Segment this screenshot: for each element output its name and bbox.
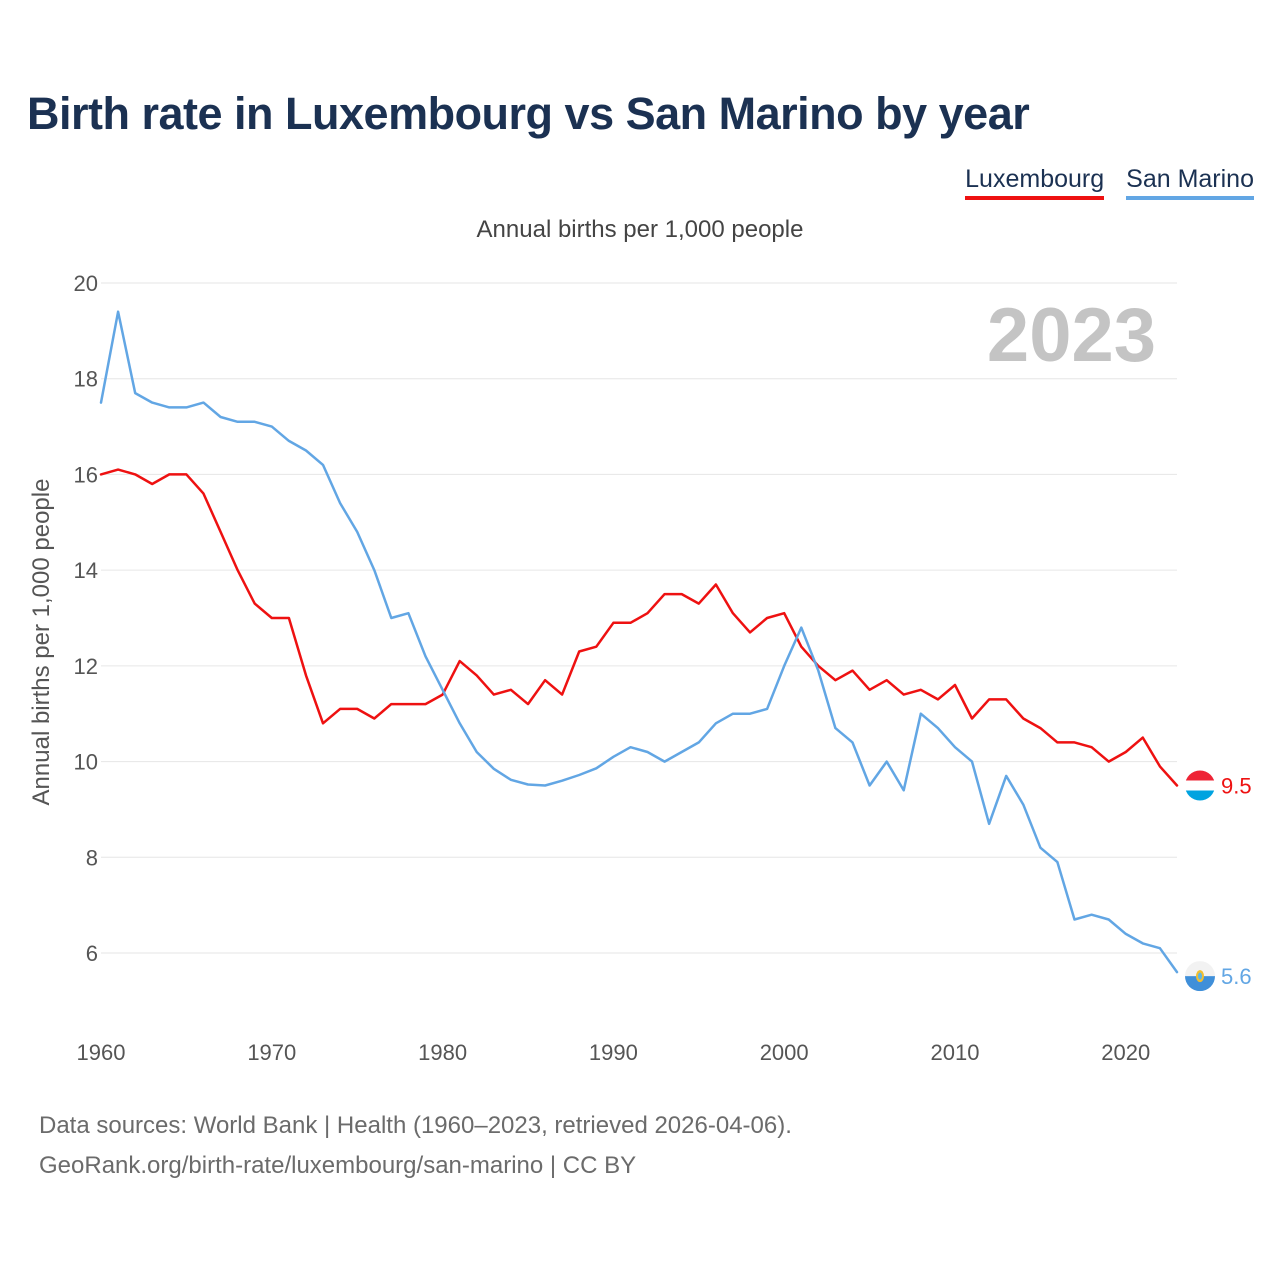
x-axis-ticks: 1960 1970 1980 1990 2000 2010 2020 bbox=[77, 1040, 1151, 1065]
year-watermark: 2023 bbox=[986, 293, 1156, 378]
legend: Luxembourg San Marino bbox=[965, 165, 1254, 200]
series-line-san-marino[interactable] bbox=[99, 310, 1179, 974]
y-axis-ticks: 6 8 10 12 14 16 18 20 bbox=[74, 271, 98, 966]
y-tick-label: 20 bbox=[74, 271, 98, 296]
san-marino-flag-icon bbox=[1185, 961, 1215, 992]
y-tick-label: 14 bbox=[74, 558, 98, 583]
x-tick-label: 2020 bbox=[1101, 1040, 1150, 1065]
end-markers: 9.5 5.6 bbox=[1185, 770, 1252, 992]
x-tick-label: 1960 bbox=[77, 1040, 126, 1065]
legend-item-san-marino[interactable]: San Marino bbox=[1126, 165, 1254, 200]
y-tick-label: 6 bbox=[86, 941, 98, 966]
data-sources: Data sources: World Bank | Health (1960–… bbox=[39, 1112, 792, 1139]
chart-subtitle: Annual births per 1,000 people bbox=[476, 216, 804, 243]
y-tick-label: 16 bbox=[74, 462, 98, 487]
x-tick-label: 1990 bbox=[589, 1040, 638, 1065]
x-tick-label: 1980 bbox=[418, 1040, 467, 1065]
footer: Data sources: World Bank | Health (1960–… bbox=[39, 1106, 792, 1186]
x-tick-label: 2000 bbox=[760, 1040, 809, 1065]
end-value-luxembourg: 9.5 bbox=[1221, 774, 1252, 799]
x-tick-label: 2010 bbox=[930, 1040, 979, 1065]
series-lines bbox=[99, 310, 1179, 974]
y-tick-label: 18 bbox=[74, 367, 98, 392]
legend-item-luxembourg[interactable]: Luxembourg bbox=[965, 165, 1105, 200]
end-value-san-marino: 5.6 bbox=[1221, 964, 1252, 989]
chart-title: Birth rate in Luxembourg vs San Marino b… bbox=[27, 88, 1030, 139]
x-tick-label: 1970 bbox=[247, 1040, 296, 1065]
luxembourg-flag-icon bbox=[1185, 770, 1215, 801]
credit-link[interactable]: GeoRank.org/birth-rate/luxembourg/san-ma… bbox=[39, 1152, 637, 1179]
y-tick-label: 8 bbox=[86, 845, 98, 870]
y-tick-label: 10 bbox=[74, 750, 98, 775]
series-line-luxembourg[interactable] bbox=[99, 468, 1179, 787]
gridlines bbox=[101, 282, 1177, 954]
y-tick-label: 12 bbox=[74, 654, 98, 679]
